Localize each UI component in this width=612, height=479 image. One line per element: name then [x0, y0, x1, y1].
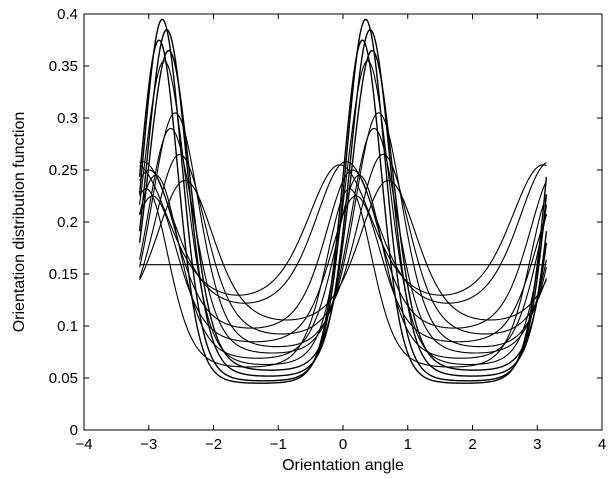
y-tick-label: 0.1 — [57, 318, 78, 335]
x-tick-label: 2 — [468, 436, 476, 453]
x-tick-label: 4 — [598, 436, 606, 453]
x-tick-label: −3 — [140, 436, 157, 453]
series-line — [139, 169, 547, 329]
x-tick-label: 3 — [533, 436, 541, 453]
x-tick-label: 0 — [339, 436, 347, 453]
y-tick-label: 0.4 — [57, 6, 78, 23]
x-tick-label: 1 — [404, 436, 412, 453]
series-line — [139, 164, 547, 296]
series-line — [139, 179, 547, 321]
series-line — [139, 112, 547, 348]
series-line — [138, 49, 548, 371]
y-tick-label: 0.35 — [49, 58, 78, 75]
y-tick-label: 0.25 — [49, 162, 78, 179]
x-tick-label: −4 — [75, 436, 92, 453]
y-tick-label: 0 — [70, 422, 78, 439]
series-line — [139, 161, 547, 304]
series-line — [138, 28, 548, 377]
y-tick-label: 0.2 — [57, 214, 78, 231]
y-tick-label: 0.05 — [49, 370, 78, 387]
series-line — [138, 39, 548, 384]
y-tick-label: 0.3 — [57, 110, 78, 127]
series-line — [139, 195, 547, 343]
series-line — [139, 153, 547, 335]
y-tick-label: 0.15 — [49, 266, 78, 283]
ticks-group: −4 −2 0 2 4 −3 −1 1 3 0 0.05 0.1 0.15 0.2 0.25 0.3 0.35 0… — [49, 6, 606, 453]
y-axis-label: Orientation distribution function — [11, 112, 28, 333]
x-tick-label: −2 — [205, 436, 222, 453]
curves-group — [138, 18, 548, 384]
x-axis-label: Orientation angle — [282, 457, 404, 474]
series-line — [139, 188, 547, 368]
plot-area — [83, 13, 603, 431]
x-tick-label: −1 — [270, 436, 287, 453]
series-line — [138, 18, 548, 382]
